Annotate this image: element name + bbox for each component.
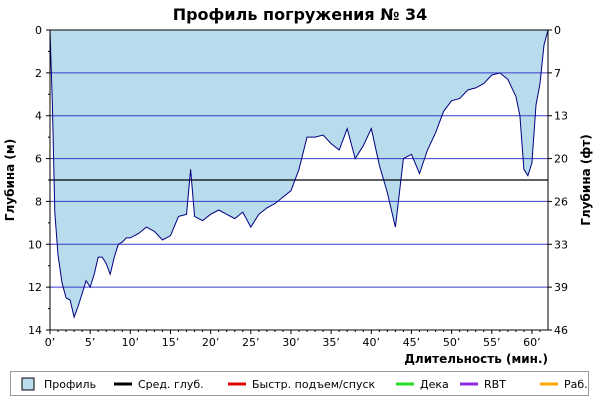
y-left-tick-label: 8 <box>35 195 42 208</box>
series-line-layer <box>49 29 549 319</box>
y-right-tick-label: 20 <box>554 153 568 166</box>
y-right-tick-label: 0 <box>554 24 561 37</box>
x-tick-label: 30’ <box>282 336 300 349</box>
y-left-tick-label: 10 <box>28 238 42 251</box>
y-axis-label-left: Глубина (м) <box>3 139 17 221</box>
x-tick-label: 0’ <box>45 336 56 349</box>
x-tick-label: 55’ <box>483 336 501 349</box>
x-tick-label: 10’ <box>122 336 140 349</box>
y-right-tick-label: 33 <box>554 238 568 251</box>
y-left-tick-label: 14 <box>28 324 42 337</box>
x-tick-label: 60’ <box>523 336 541 349</box>
y-left-tick-label: 0 <box>35 24 42 37</box>
x-tick-label: 15’ <box>162 336 180 349</box>
legend-frame <box>10 371 589 396</box>
legend-swatch-box <box>21 377 35 391</box>
y-axis-label-right: Глубина (фт) <box>579 134 593 225</box>
x-tick-label: 25’ <box>242 336 260 349</box>
x-tick-label: 5’ <box>85 336 96 349</box>
legend-label: Профиль <box>44 378 96 391</box>
tick-layer: 0’ 5’ 10’ 15’ 20’ 25’ 30’ 35’ 40’ 45’ 50’ 55’ 60’ 0 2 4… <box>28 24 568 349</box>
profile-line <box>49 29 549 319</box>
x-tick-label: 40’ <box>363 336 381 349</box>
x-tick-label: 45’ <box>403 336 421 349</box>
legend-label: RBT <box>484 378 506 391</box>
profile-area-layer <box>50 30 548 318</box>
chart-title: Профиль погружения № 34 <box>173 5 428 24</box>
profile-area <box>50 30 548 318</box>
legend: Профиль Сред. глуб. Быстр. подъем/спуск Дек… <box>10 371 589 396</box>
x-axis-label: Длительность (мин.) <box>404 352 548 366</box>
y-right-tick-label: 7 <box>554 67 561 80</box>
y-right-tick-label: 13 <box>554 110 568 123</box>
legend-label: Сред. глуб. <box>138 378 204 391</box>
y-left-tick-label: 6 <box>35 153 42 166</box>
x-tick-label: 35’ <box>322 336 340 349</box>
legend-label: Дека <box>420 378 449 391</box>
x-tick-label: 20’ <box>202 336 220 349</box>
legend-label: Раб. <box>564 378 588 391</box>
y-right-tick-label: 26 <box>554 195 568 208</box>
legend-label: Быстр. подъем/спуск <box>252 378 376 391</box>
y-left-tick-label: 12 <box>28 281 42 294</box>
y-right-tick-label: 46 <box>554 324 568 337</box>
y-left-tick-label: 2 <box>35 67 42 80</box>
x-tick-label: 50’ <box>443 336 461 349</box>
gridline-layer <box>50 72 548 288</box>
y-left-tick-label: 4 <box>35 110 42 123</box>
y-right-tick-label: 39 <box>554 281 568 294</box>
